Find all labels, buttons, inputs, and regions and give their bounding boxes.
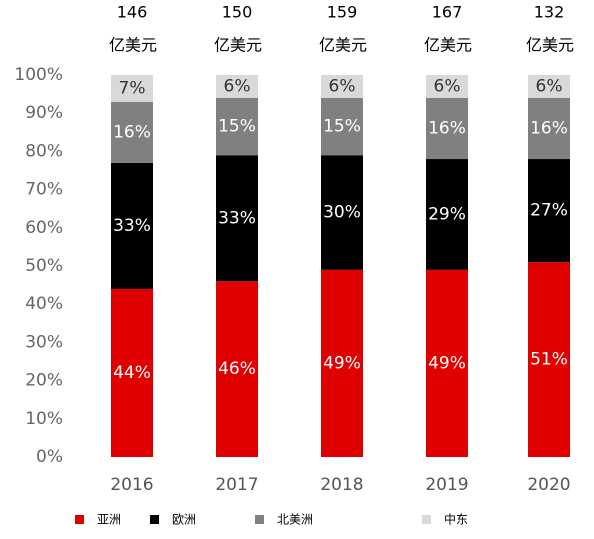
value-label: 15% <box>323 117 361 137</box>
legend-label: 亚洲 <box>97 513 121 527</box>
y-tick-label: 40% <box>25 294 63 314</box>
x-tick-label: 2019 <box>425 475 468 495</box>
y-tick-label: 70% <box>25 180 63 200</box>
value-label: 44% <box>113 363 151 383</box>
x-tick-label: 2018 <box>320 475 363 495</box>
y-tick-label: 20% <box>25 371 63 391</box>
total-unit: 亿美元 <box>109 36 157 55</box>
value-label: 6% <box>329 76 356 96</box>
value-label: 6% <box>536 76 563 96</box>
total-unit: 亿美元 <box>214 36 262 55</box>
total-label: 167 <box>432 3 463 22</box>
value-label: 49% <box>428 353 466 373</box>
value-label: 46% <box>218 359 256 379</box>
value-label: 29% <box>428 204 466 224</box>
value-label: 7% <box>119 78 146 98</box>
x-tick-label: 2017 <box>215 475 258 495</box>
legend-swatch <box>255 515 264 524</box>
value-label: 27% <box>530 201 568 221</box>
total-label: 159 <box>327 3 358 22</box>
legend-label: 中东 <box>444 512 468 527</box>
value-label: 51% <box>530 350 568 370</box>
y-tick-label: 30% <box>25 332 63 352</box>
value-label: 33% <box>218 208 256 228</box>
legend-swatch <box>422 515 431 524</box>
x-tick-label: 2016 <box>110 475 153 495</box>
y-tick-label: 60% <box>25 218 63 238</box>
value-label: 30% <box>323 203 361 223</box>
value-label: 49% <box>323 353 361 373</box>
value-label: 16% <box>530 118 568 138</box>
value-label: 16% <box>428 118 466 138</box>
total-unit: 亿美元 <box>319 36 367 55</box>
y-tick-label: 0% <box>36 447 63 467</box>
value-label: 16% <box>113 122 151 142</box>
x-tick-label: 2020 <box>527 475 570 495</box>
y-tick-label: 80% <box>25 141 63 161</box>
y-tick-label: 90% <box>25 103 63 123</box>
y-tick-label: 10% <box>25 409 63 429</box>
total-unit: 亿美元 <box>424 36 472 55</box>
value-label: 15% <box>218 117 256 137</box>
legend-swatch <box>150 515 159 524</box>
legend-label: 北美洲 <box>277 513 313 527</box>
value-label: 33% <box>113 216 151 236</box>
y-tick-label: 50% <box>25 256 63 276</box>
y-tick-label: 100% <box>14 65 63 85</box>
value-label: 6% <box>224 76 251 96</box>
total-unit: 亿美元 <box>526 36 574 55</box>
legend-swatch <box>75 515 84 524</box>
total-label: 146 <box>117 3 148 22</box>
total-label: 150 <box>222 3 253 22</box>
value-label: 6% <box>434 76 461 96</box>
total-label: 132 <box>534 3 565 22</box>
legend-label: 欧洲 <box>172 513 196 527</box>
